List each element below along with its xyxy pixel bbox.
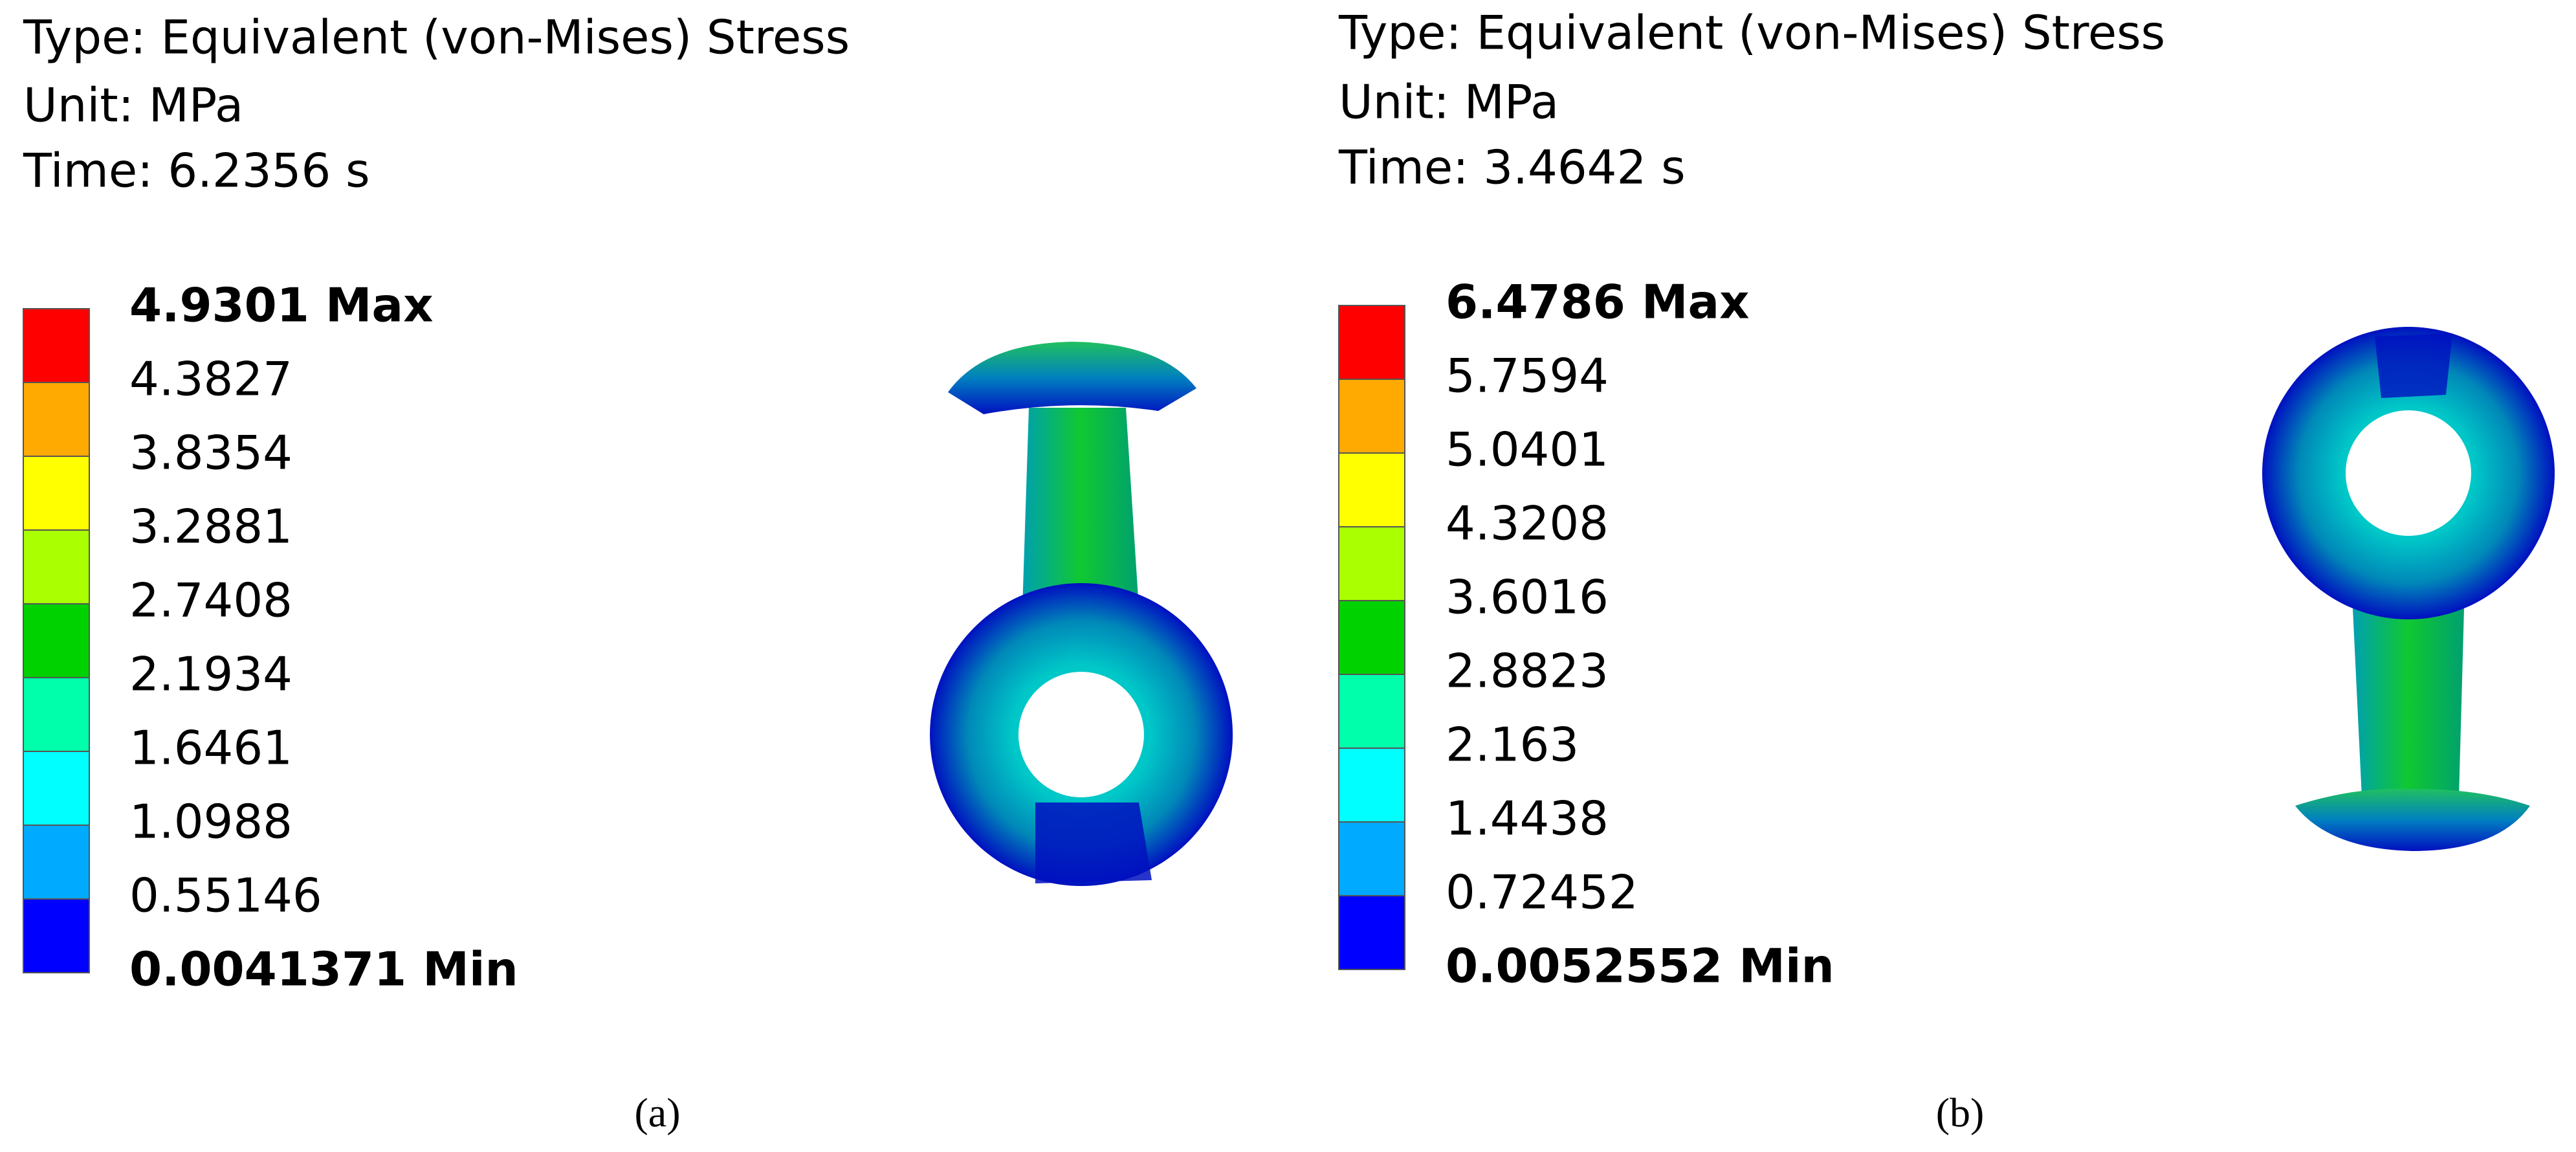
legend-label: 6.4786 Max xyxy=(1446,275,1750,329)
legend-swatch xyxy=(23,529,90,604)
legend-label: 3.2881 xyxy=(129,500,292,554)
model-b xyxy=(2262,327,2555,851)
legend-swatch xyxy=(23,677,90,752)
legend-swatch xyxy=(23,308,90,383)
model-a xyxy=(930,342,1233,887)
caption: (a) xyxy=(634,1090,680,1136)
caption: (b) xyxy=(1936,1090,1985,1136)
legend-swatch xyxy=(1338,452,1405,527)
legend-label: 3.8354 xyxy=(129,426,292,480)
low-zone xyxy=(1035,803,1152,883)
legend-label: 2.8823 xyxy=(1446,644,1609,698)
legend-label: 4.9301 Max xyxy=(129,278,434,333)
legend-label: 2.7408 xyxy=(129,573,292,628)
head xyxy=(948,342,1196,414)
legend-swatch xyxy=(23,382,90,457)
legend-swatch xyxy=(1338,600,1405,675)
legend-swatch xyxy=(1338,748,1405,823)
legend-label: 1.6461 xyxy=(129,721,292,775)
legend-swatch xyxy=(1338,895,1405,970)
legend-label: 0.55146 xyxy=(129,869,322,923)
legend-swatch xyxy=(1338,526,1405,601)
header-line: Type: Equivalent (von-Mises) Stress xyxy=(23,10,850,65)
legend-swatch xyxy=(23,898,90,973)
header-line: Unit: MPa xyxy=(1339,75,1559,129)
legend-label: 2.1934 xyxy=(129,647,292,702)
legend-swatch xyxy=(1338,821,1405,896)
legend-swatch xyxy=(23,603,90,678)
legend-swatch xyxy=(23,456,90,531)
legend-label: 1.0988 xyxy=(129,795,292,849)
stem xyxy=(2353,608,2464,797)
legend-label: 1.4438 xyxy=(1446,792,1609,846)
header-line: Time: 3.4642 s xyxy=(1338,140,1686,195)
legend-swatch xyxy=(1338,379,1405,454)
legend-label: 5.7594 xyxy=(1446,349,1609,403)
legend-swatch xyxy=(23,825,90,900)
header-line: Time: 6.2356 s xyxy=(23,144,370,198)
low-zone xyxy=(2375,333,2452,398)
legend-label: 5.0401 xyxy=(1446,423,1609,477)
legend-label: 3.6016 xyxy=(1446,570,1609,625)
header-line: Unit: MPa xyxy=(23,78,243,133)
legend-label: 0.0041371 Min xyxy=(129,942,518,997)
legend-label: 4.3208 xyxy=(1446,496,1609,551)
legend-label: 2.163 xyxy=(1446,718,1579,772)
legend-swatch xyxy=(23,751,90,826)
legend-label: 4.3827 xyxy=(129,352,292,406)
legend-swatch xyxy=(1338,674,1405,749)
head xyxy=(2295,788,2530,851)
ring xyxy=(930,583,1233,887)
header-line: Type: Equivalent (von-Mises) Stress xyxy=(1338,6,2165,60)
legend-swatch xyxy=(1338,305,1405,380)
legend-label: 0.72452 xyxy=(1446,865,1638,920)
legend-label: 0.0052552 Min xyxy=(1446,939,1834,993)
stem xyxy=(1022,408,1139,608)
ring xyxy=(2262,327,2555,620)
